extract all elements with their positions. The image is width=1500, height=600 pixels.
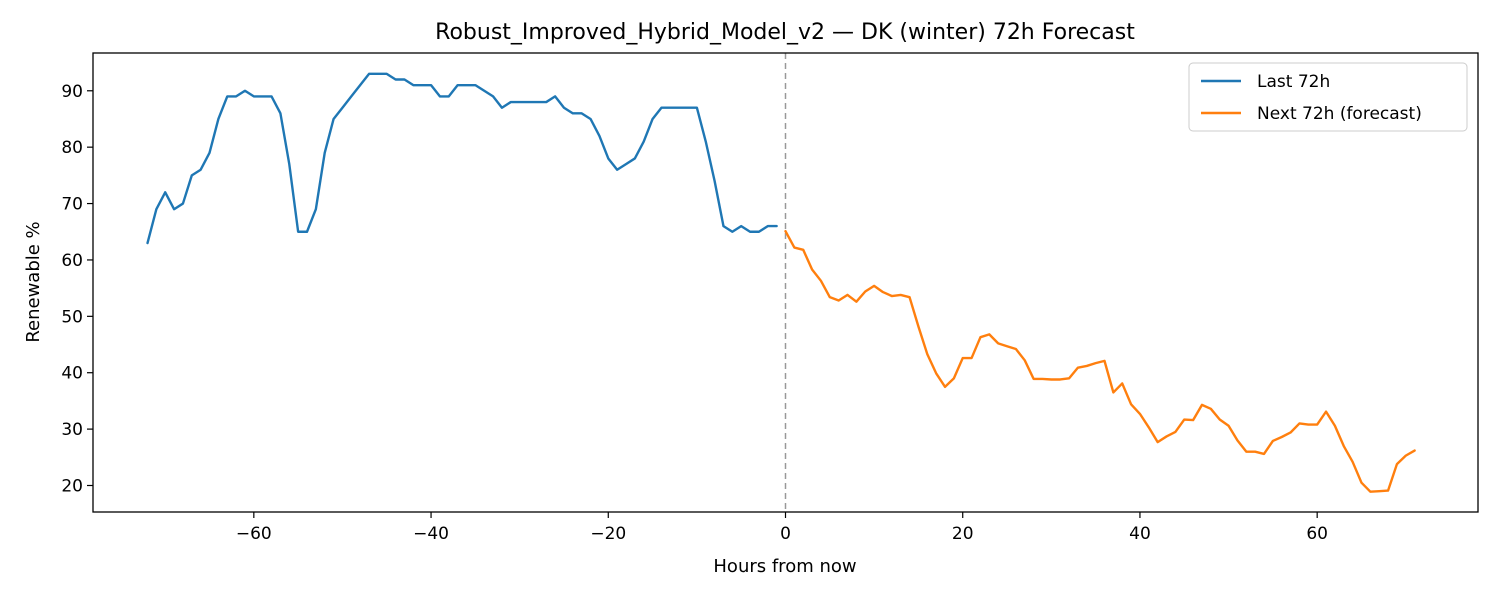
x-axis: −60 −40 −20 0 20 40 60 (236, 512, 1328, 544)
legend-box (1188, 62, 1468, 132)
x-tick-label: 0 (780, 524, 791, 544)
x-tick-label: 20 (952, 524, 974, 544)
x-tick-label: −20 (590, 524, 626, 544)
legend-label-0: Last 72h (1257, 72, 1330, 92)
y-tick-label: 20 (61, 476, 83, 496)
series-line-0 (146, 72, 778, 245)
y-tick-label: 80 (61, 138, 83, 158)
y-axis: 20 30 40 50 60 70 80 90 (61, 82, 93, 496)
y-axis-label: Renewable % (23, 221, 44, 342)
y-tick-label: 90 (61, 82, 83, 102)
x-axis-label: Hours from now (713, 556, 856, 577)
legend: Last 72h Next 72h (forecast) (1188, 62, 1468, 132)
y-tick-label: 30 (61, 420, 83, 440)
legend-label-1: Next 72h (forecast) (1257, 104, 1422, 124)
x-tick-label: 40 (1129, 524, 1151, 544)
series-line-1 (784, 229, 1416, 493)
y-tick-label: 50 (61, 307, 83, 327)
x-tick-label: −60 (236, 524, 272, 544)
y-tick-label: 60 (61, 251, 83, 271)
y-tick-label: 40 (61, 364, 83, 384)
y-tick-label: 70 (61, 195, 83, 215)
plot-area (146, 53, 1416, 512)
x-tick-label: −40 (413, 524, 449, 544)
chart-title: Robust_Improved_Hybrid_Model_v2 — DK (wi… (435, 20, 1135, 45)
x-tick-label: 60 (1306, 524, 1328, 544)
